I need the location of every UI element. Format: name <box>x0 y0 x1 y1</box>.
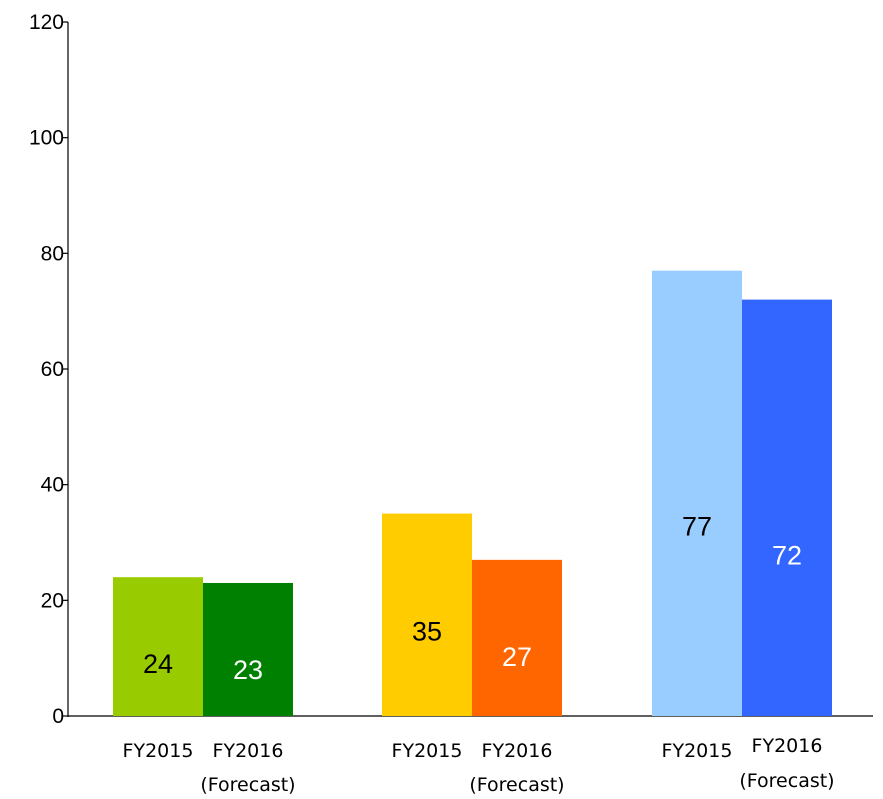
x-category-label: FY2016 <box>752 735 823 757</box>
bar <box>113 577 203 716</box>
y-tick-label: 20 <box>41 589 64 612</box>
bar <box>203 582 293 716</box>
y-tick-label: 0 <box>52 705 64 728</box>
bar-value-label: 23 <box>233 655 263 685</box>
y-tick-label: 60 <box>41 358 64 381</box>
bar-value-label: 77 <box>682 512 712 542</box>
bar <box>382 513 472 716</box>
bar <box>742 299 832 716</box>
x-category-label: FY2015 <box>662 740 733 762</box>
x-category-label: FY2015 <box>392 740 463 762</box>
y-tick-label: 100 <box>29 127 64 150</box>
y-tick-label: 120 <box>29 11 64 34</box>
y-tick-label: 80 <box>41 242 64 265</box>
bar-value-label: 24 <box>143 649 173 679</box>
x-category-label: FY2016 <box>482 740 553 762</box>
bar-value-label: 72 <box>772 541 802 571</box>
x-category-label: (Forecast) <box>200 774 295 796</box>
labels: 24 FY2015 23 FY2016 (Forecast) 35 FY2015 27 FY20… <box>123 512 835 796</box>
x-category-label: (Forecast) <box>469 774 564 796</box>
y-tick-label: 40 <box>41 474 64 497</box>
x-category-label: FY2016 <box>213 740 284 762</box>
bar-value-label: 35 <box>412 617 442 647</box>
x-category-label: FY2015 <box>123 740 194 762</box>
bars <box>113 270 832 716</box>
bar <box>472 559 562 716</box>
bar-value-label: 27 <box>502 642 532 672</box>
x-category-label: (Forecast) <box>739 770 834 792</box>
bar <box>652 270 742 716</box>
